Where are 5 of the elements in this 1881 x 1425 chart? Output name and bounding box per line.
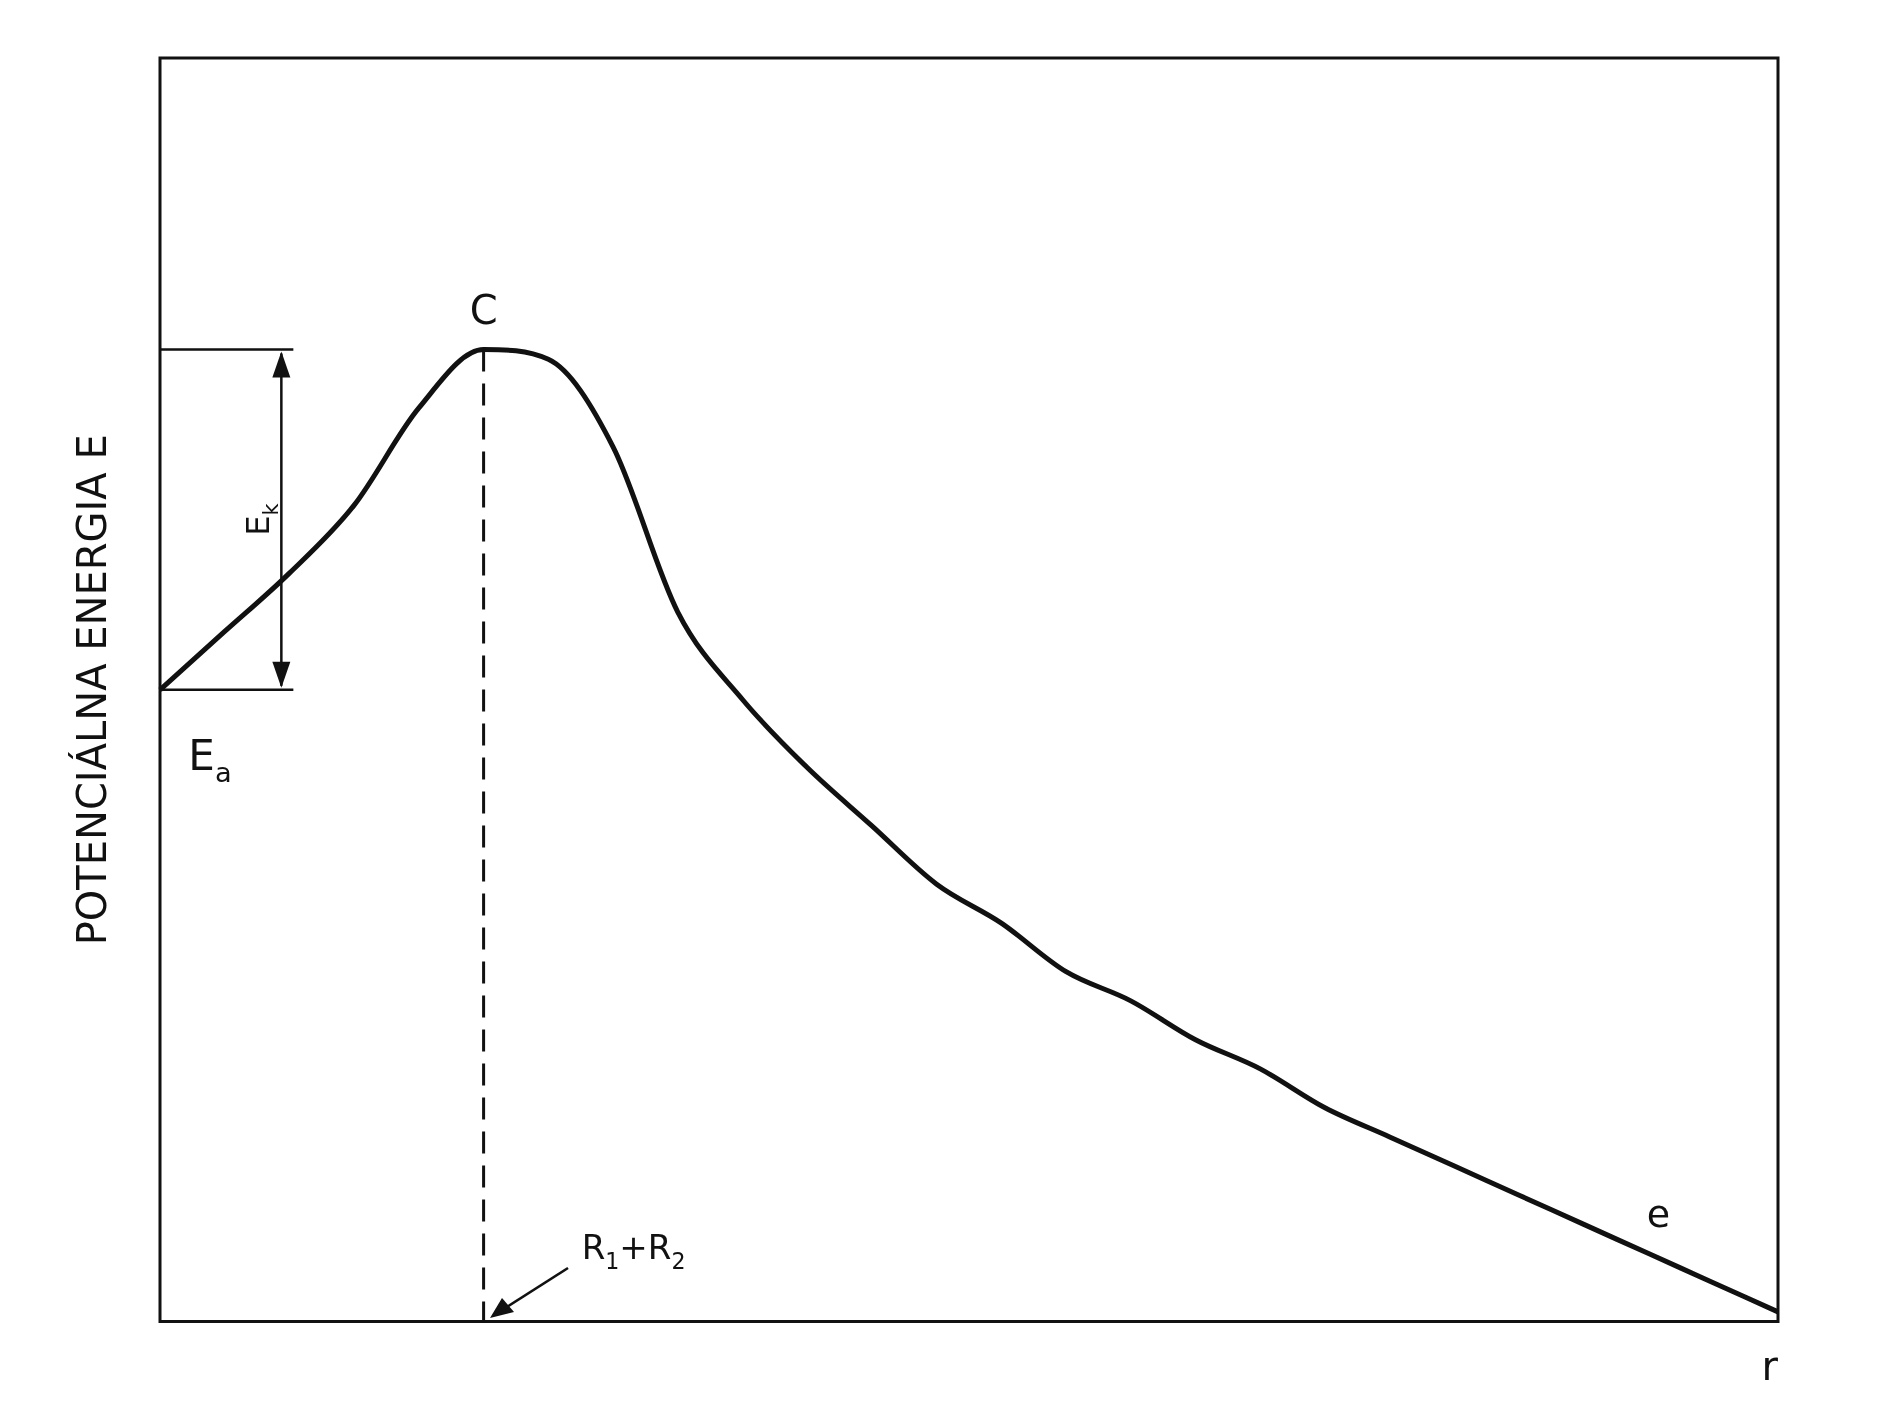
text: C [469, 286, 498, 333]
annotation: Ek [238, 503, 284, 536]
x-axis-title: r [1761, 1343, 1779, 1390]
annotation: e [1646, 1191, 1671, 1236]
y-axis-title: POTENCIÁLNA ENERGIA E [68, 434, 116, 946]
